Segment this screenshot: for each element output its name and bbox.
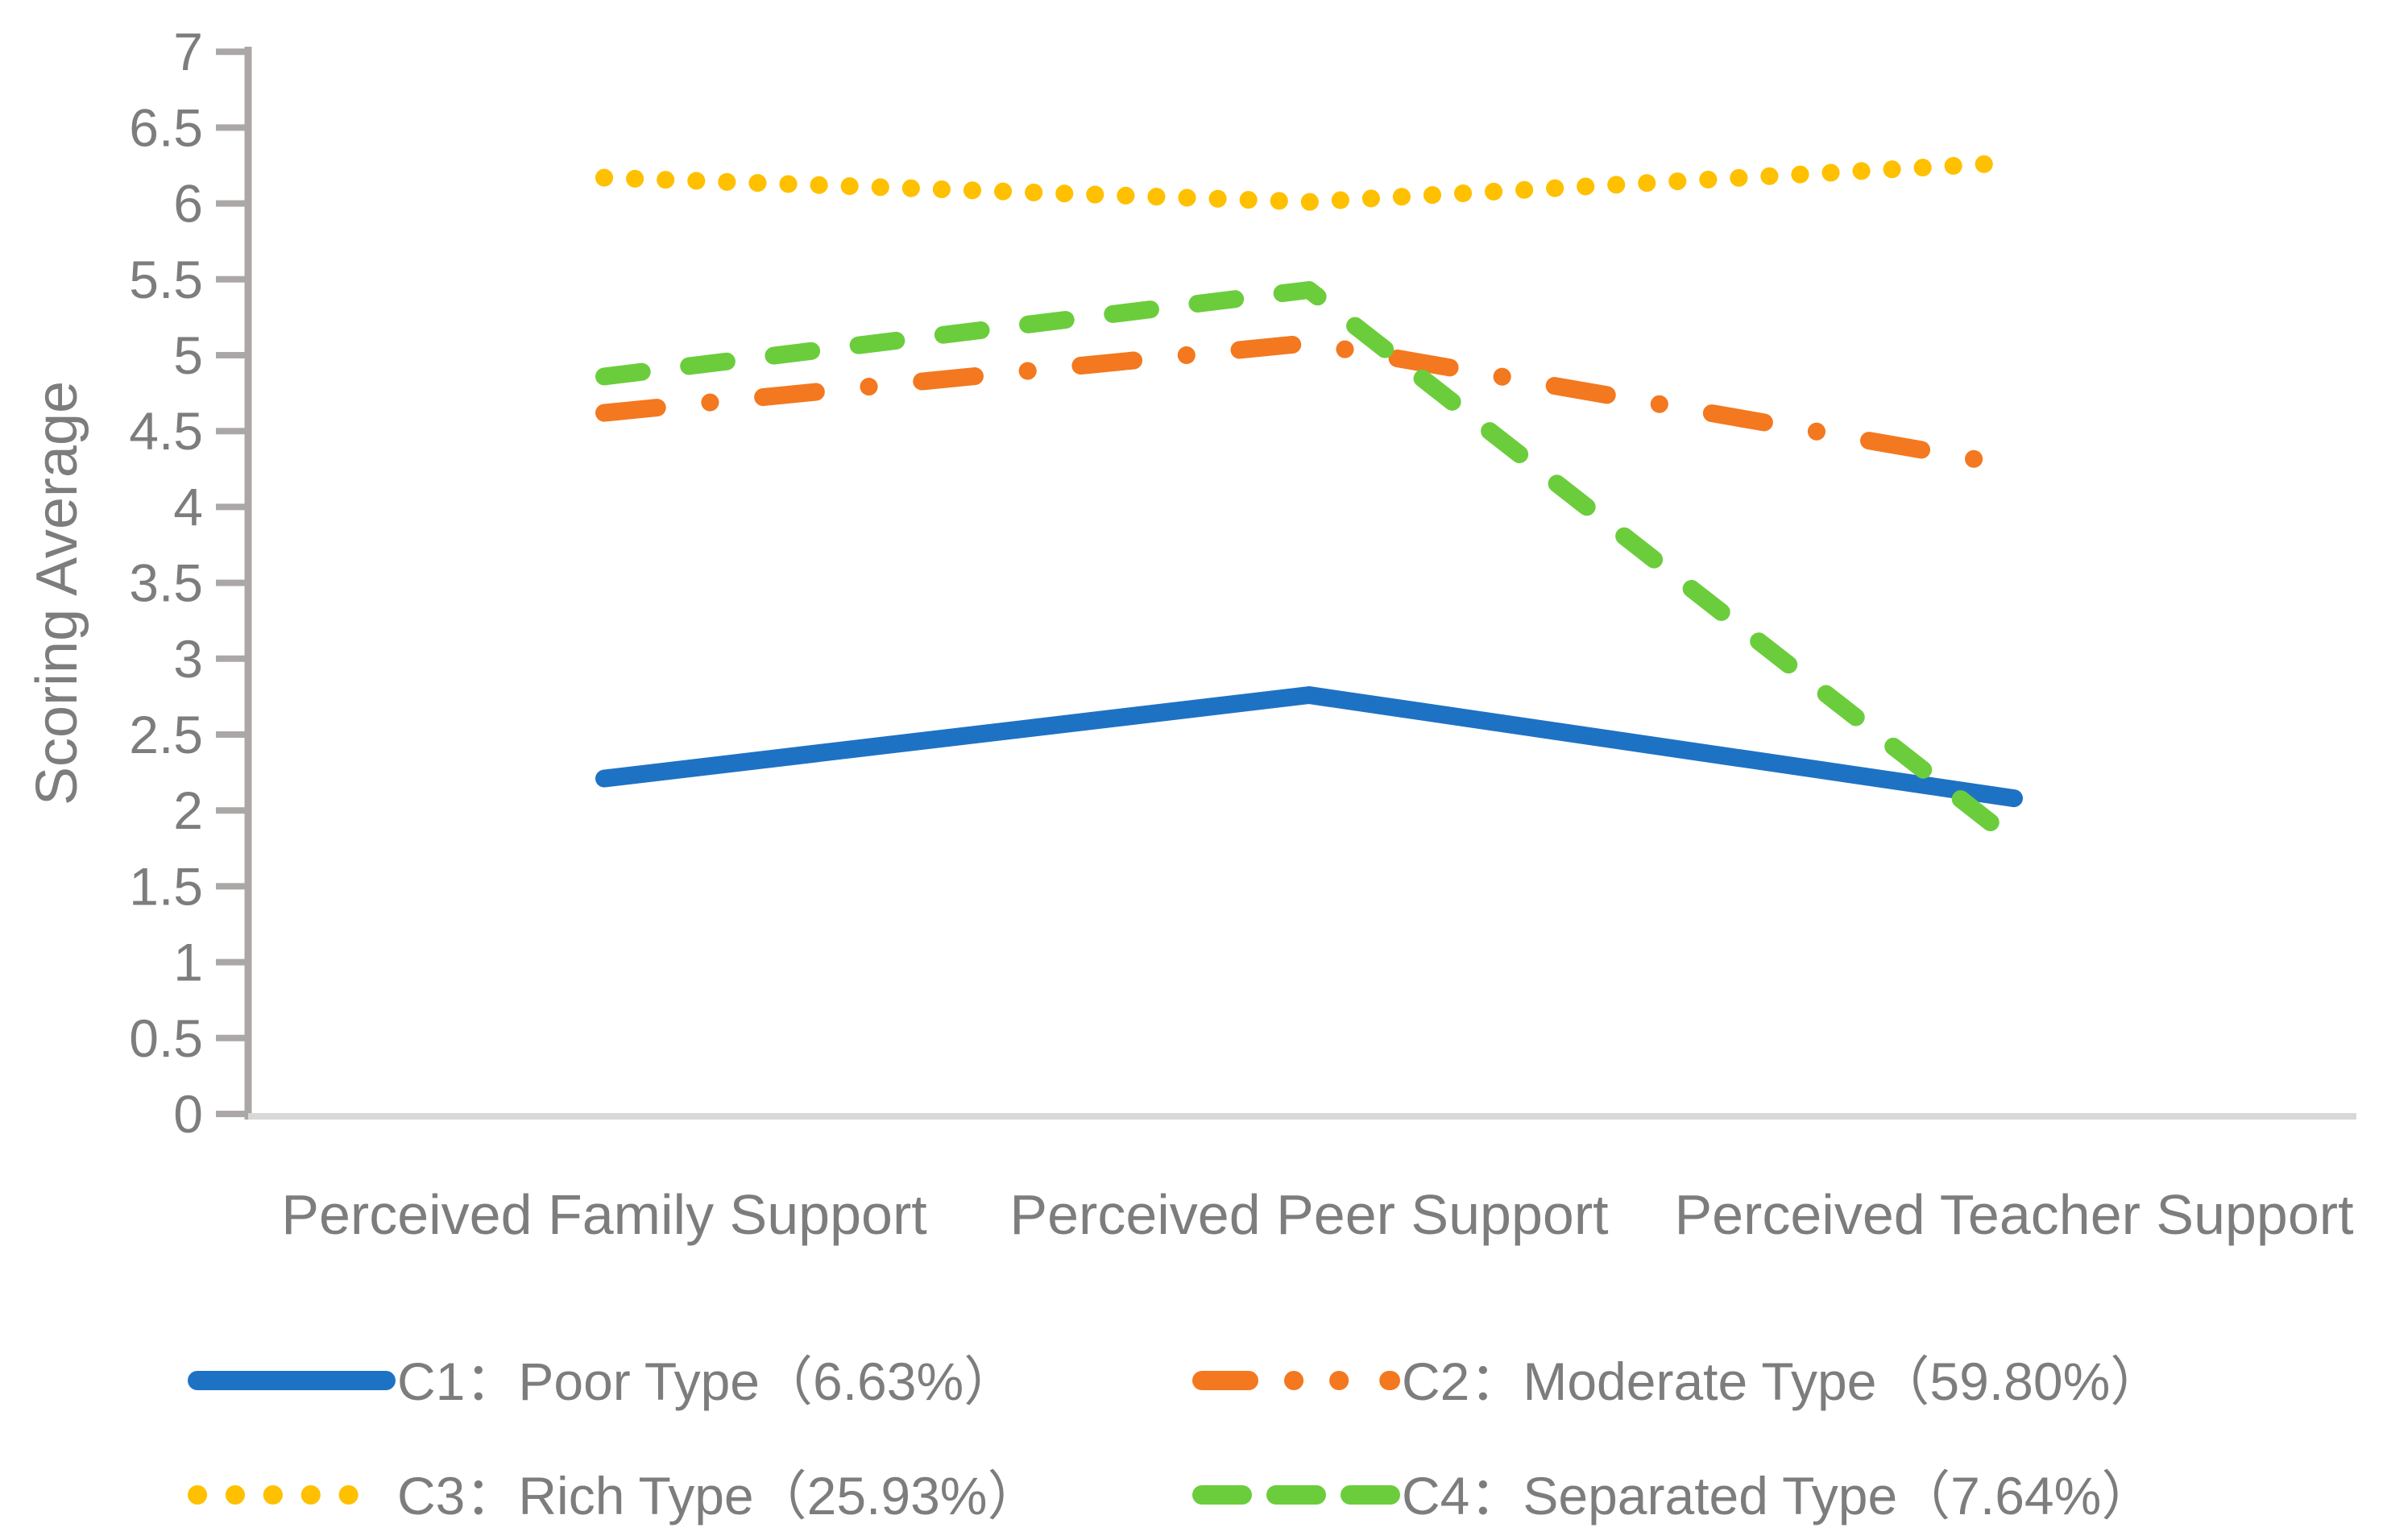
y-axis-ticks xyxy=(216,48,248,1117)
series-line-solid xyxy=(595,686,2023,808)
legend-label: C1：Poor Type（6.63%） xyxy=(397,1352,1017,1411)
series-line-dotted xyxy=(595,153,2023,211)
series-line-dashed xyxy=(595,281,2023,850)
y-tick-label: 0 xyxy=(173,1084,203,1144)
y-tick-label: 5 xyxy=(173,325,203,385)
y-tick-label: 4.5 xyxy=(129,401,203,461)
y-tick-label: 6.5 xyxy=(129,97,203,157)
y-axis-title: Scoring Average xyxy=(25,381,89,805)
y-tick-label: 5.5 xyxy=(129,250,203,309)
data-series-lines xyxy=(595,153,2023,850)
y-tick-label: 3 xyxy=(173,629,203,689)
y-tick-label: 7 xyxy=(173,22,203,81)
y-tick-label: 6 xyxy=(173,174,203,234)
y-tick-label: 4 xyxy=(173,477,203,536)
x-category-label: Perceived Family Support xyxy=(281,1183,926,1246)
legend-label: C4：Separated Type（7.64%） xyxy=(1402,1466,2154,1526)
x-category-label: Perceived Peer Support xyxy=(1009,1183,1608,1246)
y-tick-label: 2 xyxy=(173,780,203,840)
y-axis xyxy=(244,47,2356,1120)
x-category-labels: Perceived Family Support Perceived Peer S… xyxy=(281,1183,2353,1246)
y-tick-label: 3.5 xyxy=(129,553,203,613)
legend-label: C3：Rich Type（25.93%） xyxy=(397,1466,1040,1526)
y-tick-labels: 0 0.5 1 1.5 2 2.5 3 3.5 4 4.5 5 5.5 6 6.5 7 xyxy=(129,22,203,1144)
y-tick-label: 1 xyxy=(173,933,203,992)
legend-label: C2：Moderate Type（59.80%） xyxy=(1402,1352,2163,1411)
x-category-label: Perceived Teacher Support xyxy=(1674,1183,2353,1246)
y-tick-label: 0.5 xyxy=(129,1008,203,1068)
legend: C1：Poor Type（6.63%） C2：Moderate Type（59.8… xyxy=(188,1352,2163,1526)
y-tick-label: 2.5 xyxy=(129,705,203,764)
y-tick-label: 1.5 xyxy=(129,856,203,916)
series-line-dash-dot xyxy=(595,333,2023,475)
